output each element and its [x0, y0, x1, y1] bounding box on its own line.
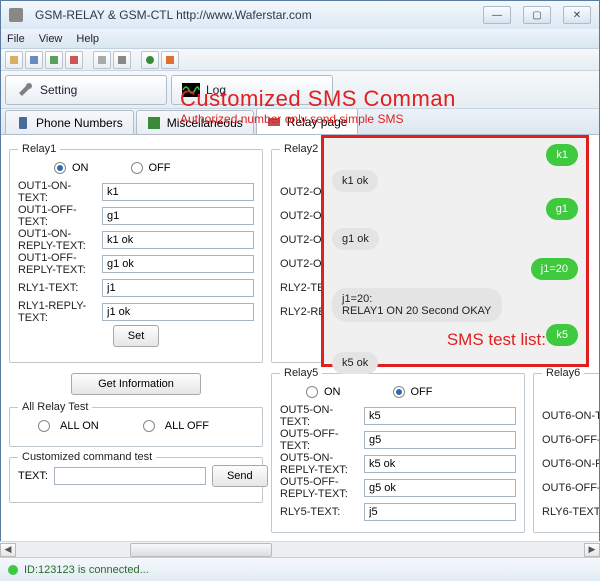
sms-test-label: SMS test list: — [447, 330, 546, 350]
log-icon — [182, 81, 200, 99]
relay6-panel: Relay6 OUT6-ON-TEXT OUT6-OFF-TEX OUT6-ON… — [533, 373, 599, 533]
rly1-reply-input[interactable] — [102, 303, 254, 321]
out1-off-text-input[interactable] — [102, 207, 254, 225]
scroll-thumb[interactable] — [130, 543, 272, 557]
sms-bubble-out: g1 — [546, 198, 578, 220]
cmd-send-button[interactable]: Send — [212, 465, 268, 487]
setting-label: Setting — [40, 83, 156, 97]
all-relay-title: All Relay Test — [18, 401, 92, 413]
out1-on-text-input[interactable] — [102, 183, 254, 201]
relay1-off-radio[interactable] — [131, 162, 143, 174]
menu-file[interactable]: File — [7, 33, 25, 45]
relay1-panel: Relay1 ON OFF OUT1-ON-TEXT: OUT1-OFF-TEX… — [9, 149, 263, 363]
relay-icon — [267, 115, 281, 129]
scroll-track[interactable] — [16, 543, 584, 557]
tab-phone-numbers[interactable]: Phone Numbers — [5, 110, 134, 134]
toolbar-btn-4[interactable] — [93, 51, 111, 69]
maximize-button[interactable]: ▢ — [523, 6, 551, 24]
toolbar-btn-0[interactable] — [5, 51, 23, 69]
relay5-on-radio[interactable] — [306, 386, 318, 398]
close-button[interactable]: ✕ — [563, 6, 591, 24]
toolbar-btn-5[interactable] — [113, 51, 131, 69]
tab-relay-page[interactable]: Relay page — [256, 108, 359, 134]
relay5-off-radio[interactable] — [393, 386, 405, 398]
rly5-text-input[interactable] — [364, 503, 516, 521]
sms-bubble-in: j1=20: RELAY1 ON 20 Second OKAY — [332, 288, 502, 322]
window-frame: GSM-RELAY & GSM-CTL http://www.Waferstar… — [0, 0, 600, 581]
relay2-title: Relay2 — [280, 143, 322, 155]
sms-bubble-in: g1 ok — [332, 228, 379, 250]
all-relay-test-panel: All Relay Test ALL ON ALL OFF — [9, 407, 263, 447]
toolbar-btn-7[interactable] — [161, 51, 179, 69]
scroll-right-arrow[interactable]: ▶ — [584, 543, 600, 557]
log-label: Log — [206, 83, 322, 97]
sms-bubble-out: k5 — [546, 324, 578, 346]
all-off-radio[interactable] — [143, 420, 155, 432]
cmd-test-title: Customized command test — [18, 451, 156, 463]
minimize-button[interactable]: — — [483, 6, 511, 24]
toolbar-small — [1, 49, 599, 71]
setting-button[interactable]: Setting — [5, 75, 167, 105]
window-title: GSM-RELAY & GSM-CTL http://www.Waferstar… — [35, 8, 312, 22]
phone-icon — [16, 116, 30, 130]
rly1-text-input[interactable] — [102, 279, 254, 297]
menubar: File View Help — [1, 29, 599, 49]
content-area: Relay1 ON OFF OUT1-ON-TEXT: OUT1-OFF-TEX… — [1, 135, 599, 555]
toolbar-large: Setting Log — [1, 71, 599, 109]
app-icon — [9, 8, 23, 22]
tab-miscellaneous[interactable]: Miscellaneous — [136, 110, 254, 134]
relay6-title: Relay6 — [542, 367, 584, 379]
out5-on-text-input[interactable] — [364, 407, 516, 425]
wrench-icon — [16, 81, 34, 99]
sms-overlay: k1 k1 ok g1 g1 ok j1=20 j1=20: RELAY1 ON… — [321, 135, 589, 367]
out5-off-text-input[interactable] — [364, 431, 516, 449]
relay1-title: Relay1 — [18, 143, 60, 155]
relay5-title: Relay5 — [280, 367, 322, 379]
menu-view[interactable]: View — [39, 33, 63, 45]
out5-on-reply-input[interactable] — [364, 455, 516, 473]
misc-icon — [147, 116, 161, 130]
sms-bubble-out: k1 — [546, 144, 578, 166]
cmd-test-panel: Customized command test TEXT: Send — [9, 457, 263, 503]
menu-help[interactable]: Help — [76, 33, 99, 45]
tabstrip: Phone Numbers Miscellaneous Relay page — [1, 109, 599, 135]
statusbar: ID:123123 is connected... — [0, 557, 600, 581]
out1-on-reply-input[interactable] — [102, 231, 254, 249]
out1-off-reply-input[interactable] — [102, 255, 254, 273]
toolbar-btn-2[interactable] — [45, 51, 63, 69]
sms-bubble-in: k1 ok — [332, 170, 378, 192]
status-led-icon — [8, 565, 18, 575]
toolbar-btn-3[interactable] — [65, 51, 83, 69]
sms-bubble-out: j1=20 — [531, 258, 578, 280]
all-on-radio[interactable] — [38, 420, 50, 432]
status-text: ID:123123 is connected... — [24, 564, 149, 576]
horizontal-scrollbar[interactable]: ◀ ▶ — [0, 541, 600, 557]
scroll-left-arrow[interactable]: ◀ — [0, 543, 16, 557]
log-button[interactable]: Log — [171, 75, 333, 105]
get-information-button[interactable]: Get Information — [71, 373, 201, 395]
relay1-set-button[interactable]: Set — [113, 325, 160, 347]
relay1-on-radio[interactable] — [54, 162, 66, 174]
relay5-panel: Relay5 ON OFF OUT5-ON-TEXT: OUT5-OFF-TEX… — [271, 373, 525, 533]
toolbar-btn-6[interactable] — [141, 51, 159, 69]
toolbar-btn-1[interactable] — [25, 51, 43, 69]
cmd-text-input[interactable] — [54, 467, 206, 485]
titlebar: GSM-RELAY & GSM-CTL http://www.Waferstar… — [1, 1, 599, 29]
out5-off-reply-input[interactable] — [364, 479, 516, 497]
sms-bubble-in: k5 ok — [332, 352, 378, 374]
